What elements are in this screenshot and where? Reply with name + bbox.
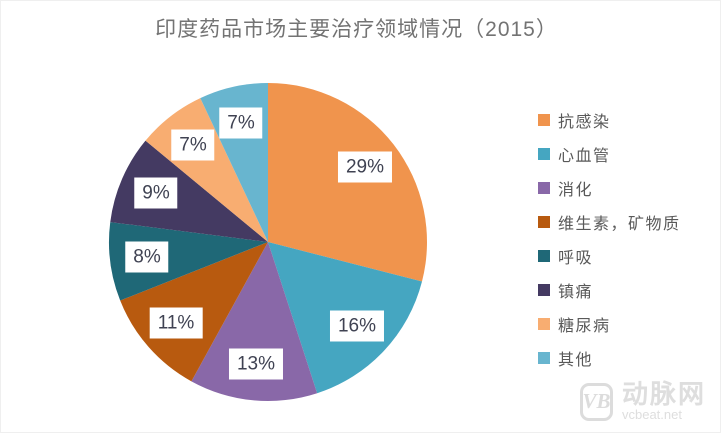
legend-swatch-icon [538, 318, 550, 330]
legend-item-2: 心血管 [538, 146, 681, 165]
pie-slice-3 [191, 242, 318, 401]
legend-item-4: 维生素，矿物质 [538, 214, 681, 233]
pie-label-6: 9% [134, 177, 178, 209]
legend-item-8: 其他 [538, 350, 681, 369]
legend-swatch-icon [538, 148, 550, 160]
pie-label-3: 13% [228, 348, 284, 380]
pie-label-7: 7% [171, 129, 215, 161]
legend-swatch-icon [538, 114, 550, 126]
pie-label-5: 8% [125, 241, 169, 273]
legend-swatch-icon [538, 352, 550, 364]
vcbeat-logo-icon: VB [579, 382, 613, 421]
pie-slice-6 [110, 140, 268, 242]
legend-label: 消化 [558, 182, 594, 199]
legend-item-3: 消化 [538, 180, 681, 199]
legend-swatch-icon [538, 250, 550, 262]
legend-label: 呼吸 [558, 250, 594, 267]
legend-swatch-icon [538, 216, 550, 228]
legend-label: 镇痛 [558, 284, 594, 301]
legend-swatch-icon [538, 284, 550, 296]
legend: 抗感染心血管消化维生素，矿物质 呼吸镇痛糖尿病其他 [538, 112, 681, 369]
pie-label-1: 29% [337, 151, 393, 183]
pie-label-8: 7% [219, 107, 263, 139]
legend-swatch-icon [538, 182, 550, 194]
pie-label-4: 11% [149, 307, 203, 339]
legend-label: 糖尿病 [558, 318, 611, 335]
legend-item-6: 镇痛 [538, 282, 681, 301]
legend-item-1: 抗感染 [538, 112, 681, 131]
legend-label: 抗感染 [558, 114, 611, 131]
chart-title: 印度药品市场主要治疗领域情况（2015） [155, 18, 558, 41]
watermark-name: 动脉网 [621, 379, 706, 410]
legend-label: 其他 [558, 352, 594, 369]
watermark-text: 动脉网 vcbeat.net [621, 379, 706, 423]
watermark: VB 动脉网 vcbeat.net [579, 379, 706, 423]
legend-item-7: 糖尿病 [538, 316, 681, 335]
legend-label: 维生素，矿物质 [558, 216, 681, 233]
pie-label-2: 16% [329, 310, 385, 342]
legend-item-5: 呼吸 [538, 248, 681, 267]
watermark-url: vcbeat.net [621, 407, 682, 423]
legend-label: 心血管 [558, 148, 611, 165]
